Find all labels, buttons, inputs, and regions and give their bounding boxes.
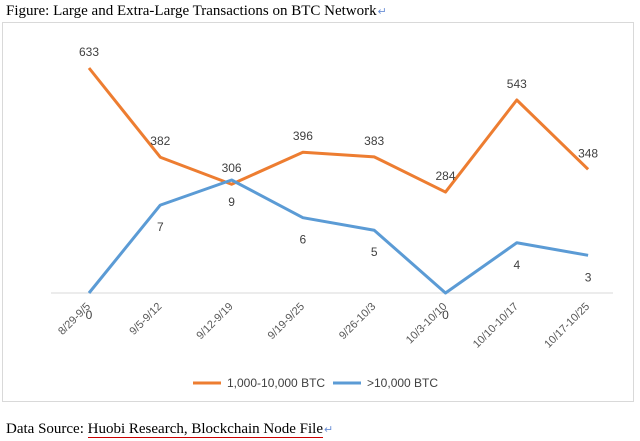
data-label: 6 [300,233,307,247]
x-tick-label: 10/10-10/17 [471,301,521,351]
data-label: 383 [364,134,384,148]
data-label: 0 [86,308,93,322]
line-chart: 8/29-9/5 9/5-9/12 9/12-9/19 9/19-9/25 9/26-1… [51,45,613,390]
data-label: 7 [157,220,164,234]
source-prefix: Data Source: [6,421,88,437]
data-label: 0 [442,308,449,322]
source-text: Huobi Research, Blockchain Node File [87,421,323,438]
paragraph-mark-icon: ↵ [324,424,334,436]
paragraph-mark-icon: ↵ [377,6,387,18]
legend-label: 1,000-10,000 BTC [227,376,325,390]
data-label: 396 [293,129,313,143]
data-label: 9 [228,195,235,209]
x-tick-label: 9/12-9/19 [194,301,235,342]
x-tick-label: 10/17-10/25 [542,301,592,351]
data-label: 382 [150,134,170,148]
data-label: 3 [585,270,592,284]
series-line-0 [87,67,590,194]
x-tick-label: 9/26-10/3 [337,301,378,342]
figure-title: Figure: Large and Extra-Large Transactio… [6,3,387,19]
data-label: 633 [79,45,99,59]
data-label: 306 [222,161,242,175]
legend-label: >10,000 BTC [367,376,438,390]
data-source: Data Source: Huobi Research, Blockchain … [6,421,333,438]
x-tick-label: 9/5-9/12 [127,301,164,338]
data-label: 348 [578,146,598,160]
data-label: 5 [371,245,378,259]
series-line-1 [87,178,589,295]
data-label: 4 [513,258,520,272]
data-label: 543 [507,77,527,91]
data-label: 284 [435,169,455,183]
x-tick-label: 9/19-9/25 [266,301,307,342]
chart-area: 8/29-9/5 9/5-9/12 9/12-9/19 9/19-9/25 9/26-1… [2,22,634,402]
